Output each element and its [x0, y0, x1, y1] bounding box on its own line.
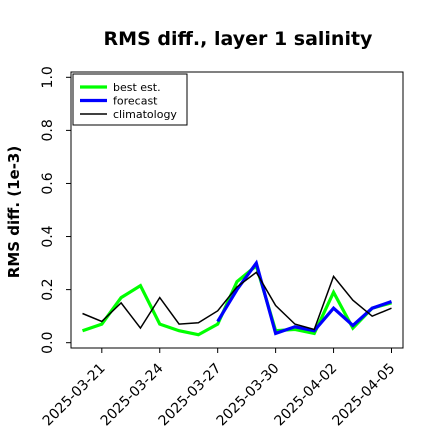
- chart-title: RMS diff., layer 1 salinity: [104, 28, 374, 50]
- series-line-2: [82, 271, 392, 331]
- y-tick-label: 0.6: [40, 172, 56, 194]
- legend-label: climatology: [113, 108, 177, 121]
- x-axis: 2025-03-212025-03-242025-03-272025-03-30…: [40, 348, 398, 430]
- y-tick-label: 0.2: [40, 278, 56, 300]
- series-line-0: [81, 262, 392, 337]
- series-line-1: [216, 259, 393, 336]
- legend-label: forecast: [113, 95, 158, 108]
- x-tick-label: 2025-04-05: [329, 361, 398, 430]
- y-axis-label: RMS diff. (1e-3): [5, 146, 23, 278]
- legend-label: best est.: [113, 81, 161, 94]
- plot-lines: [81, 259, 393, 337]
- plot-frame: [70, 71, 404, 349]
- y-tick-label: 1.0: [40, 66, 56, 88]
- y-axis: 0.0 0.2 0.4 0.6 0.8 1.0: [40, 66, 71, 354]
- y-tick-label: 0.8: [40, 119, 56, 141]
- y-tick-label: 0.4: [40, 225, 56, 247]
- y-tick-label: 0.0: [40, 332, 56, 354]
